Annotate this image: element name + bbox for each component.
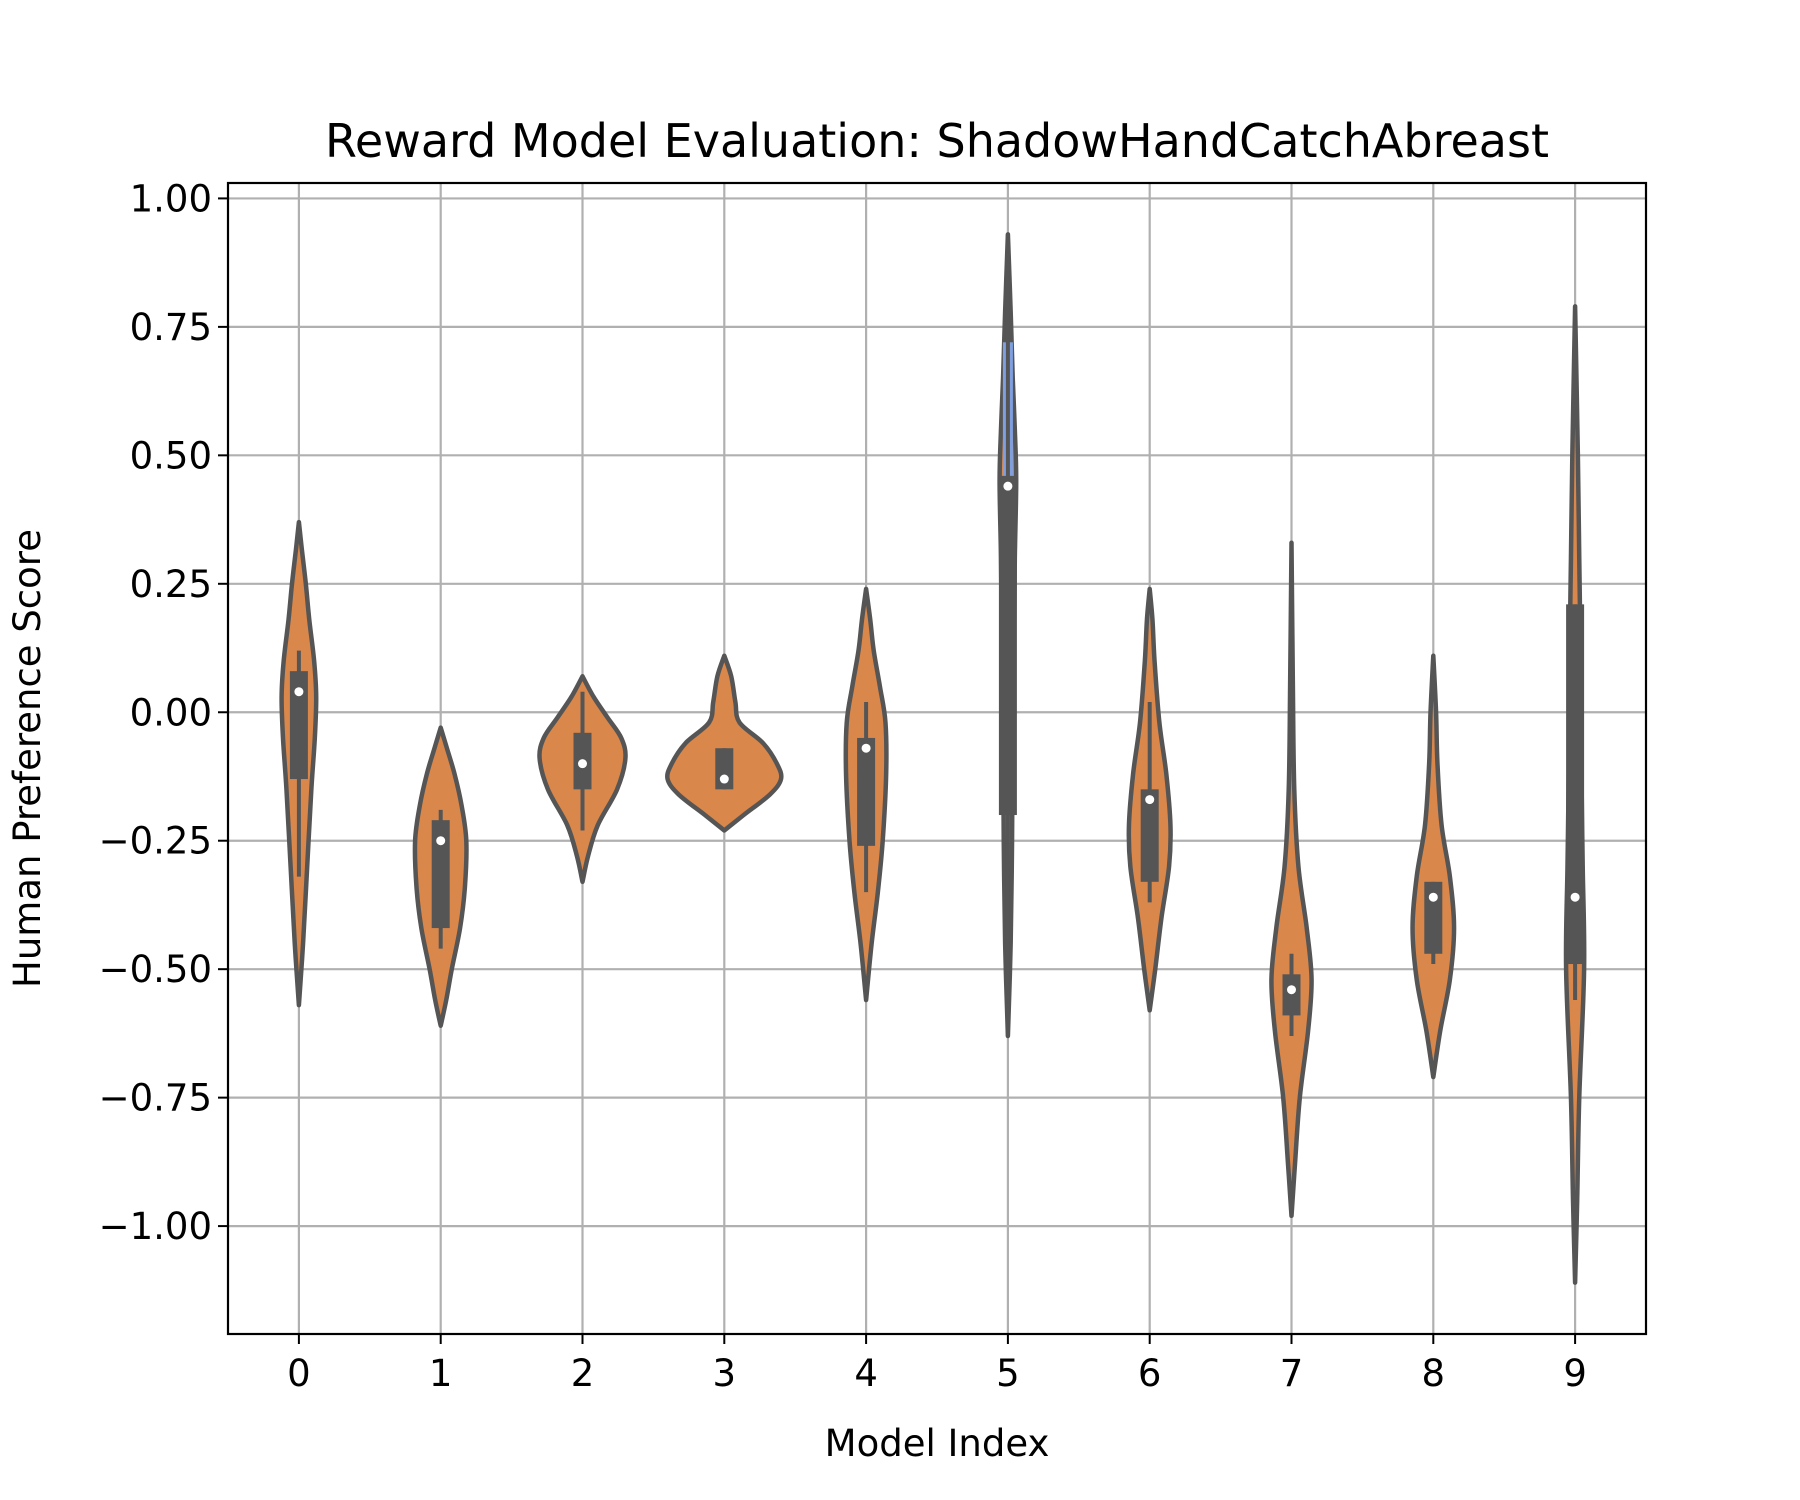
violin-8 bbox=[1410, 653, 1457, 1080]
violins bbox=[279, 232, 1587, 1285]
violin-median-dot bbox=[436, 836, 446, 846]
violin-0 bbox=[279, 519, 319, 1008]
x-tick-label: 8 bbox=[1422, 1352, 1446, 1395]
violin-iqr-box bbox=[1282, 974, 1301, 1016]
violin-iqr-box bbox=[431, 820, 450, 929]
plot-frame bbox=[226, 181, 1648, 1336]
violin-4 bbox=[843, 586, 889, 1003]
violin-median-dot bbox=[1570, 892, 1580, 902]
violin-body bbox=[1410, 653, 1457, 1080]
y-tick-label: 0.25 bbox=[130, 563, 212, 606]
x-tick-label: 4 bbox=[854, 1352, 878, 1395]
violin-iqr-box bbox=[1424, 881, 1443, 954]
violin-1 bbox=[412, 725, 469, 1028]
x-tick-label: 5 bbox=[996, 1352, 1020, 1395]
violin-body bbox=[665, 653, 784, 833]
violin-iqr-box bbox=[857, 737, 876, 846]
y-tick-label: 0.50 bbox=[130, 434, 212, 477]
violin-median-dot bbox=[294, 687, 304, 697]
x-tick-label: 7 bbox=[1280, 1352, 1304, 1395]
violin-2 bbox=[537, 674, 628, 885]
violin-iqr-box bbox=[289, 671, 308, 780]
y-axis-label: Human Preference Score bbox=[6, 529, 49, 988]
y-tick-label: 0.75 bbox=[130, 306, 212, 349]
y-axis-ticks: 1.00 0.75 0.50 0.25 0.00 −0.25 −0.50 −0.75 −1.00 bbox=[99, 177, 228, 1248]
violin-5 bbox=[997, 232, 1019, 1039]
violin-iqr-box bbox=[1566, 604, 1585, 965]
y-tick-label: −0.75 bbox=[99, 1077, 212, 1120]
y-tick-label: −0.50 bbox=[99, 948, 212, 991]
violin-7 bbox=[1269, 540, 1314, 1219]
x-tick-label: 2 bbox=[571, 1352, 595, 1395]
x-tick-label: 0 bbox=[287, 1352, 311, 1395]
x-tick-label: 3 bbox=[713, 1352, 737, 1395]
violin-median-dot bbox=[861, 743, 871, 753]
y-tick-label: 0.00 bbox=[130, 691, 212, 734]
violin-median-dot bbox=[1145, 795, 1155, 805]
violin-median-dot bbox=[1428, 892, 1438, 902]
violin-median-dot bbox=[719, 774, 729, 784]
violin-iqr-box bbox=[998, 475, 1017, 816]
y-tick-label: −1.00 bbox=[99, 1205, 212, 1248]
x-tick-label: 6 bbox=[1138, 1352, 1162, 1395]
x-tick-label: 9 bbox=[1563, 1352, 1587, 1395]
violin-3 bbox=[665, 653, 784, 833]
violin-9 bbox=[1563, 304, 1587, 1285]
violin-median-dot bbox=[1003, 481, 1013, 491]
x-axis-label: Model Index bbox=[825, 1422, 1050, 1465]
violin-6 bbox=[1126, 586, 1173, 1013]
x-axis-ticks: 0 1 2 3 4 5 6 7 8 9 bbox=[287, 1334, 1587, 1395]
violin-body bbox=[1269, 540, 1314, 1219]
violin-median-dot bbox=[578, 759, 587, 769]
violin-iqr-box bbox=[1140, 789, 1159, 882]
y-tick-label: −0.25 bbox=[99, 820, 212, 863]
x-tick-label: 1 bbox=[429, 1352, 453, 1395]
y-tick-label: 1.00 bbox=[130, 177, 212, 220]
violin-median-dot bbox=[1287, 985, 1296, 995]
chart-title: Reward Model Evaluation: ShadowHandCatch… bbox=[325, 114, 1549, 168]
